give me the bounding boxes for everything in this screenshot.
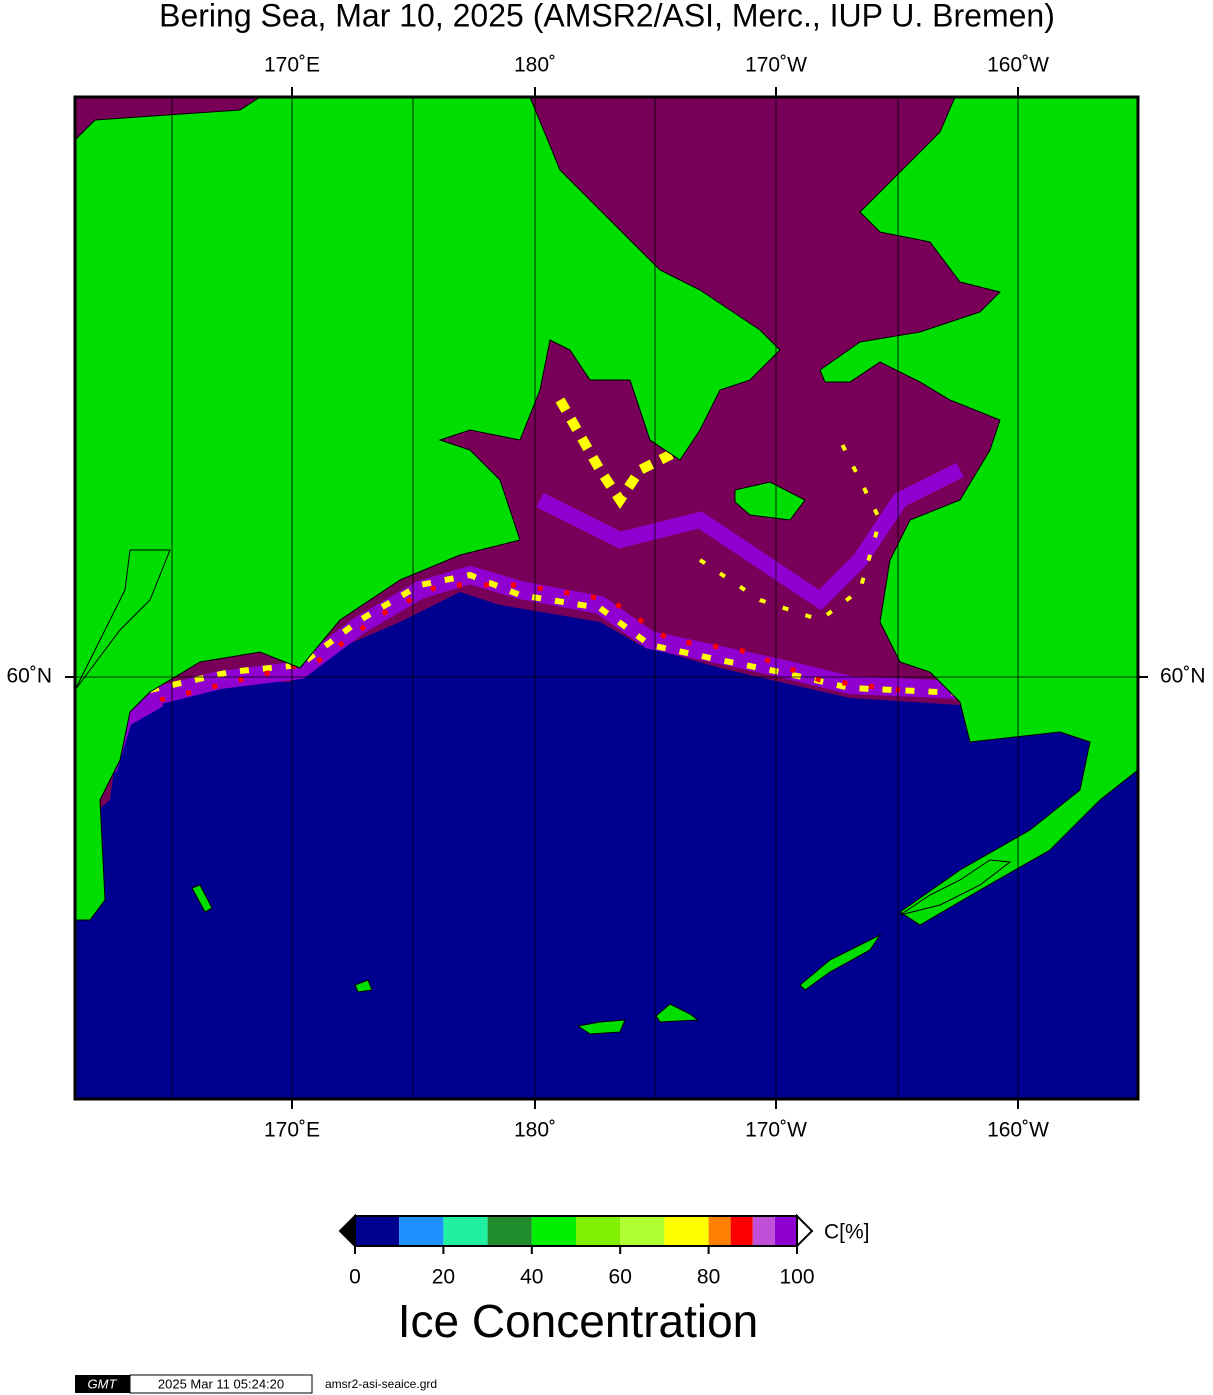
ice-patch	[536, 462, 964, 611]
logo-box	[75, 1375, 130, 1393]
lon-label: 180˚	[514, 1119, 556, 1142]
timestamp-box	[129, 1374, 313, 1394]
land	[75, 549, 171, 691]
lat-label: 60˚N	[6, 665, 52, 688]
land	[819, 97, 1138, 926]
land	[354, 979, 373, 993]
colorbar-overflow	[796, 1213, 814, 1249]
colorbar-segment	[399, 1216, 444, 1246]
land	[191, 884, 213, 913]
colorbar-segment	[708, 1216, 731, 1246]
colorbar-segment	[576, 1216, 621, 1246]
land	[655, 1003, 700, 1023]
colorbar-segment	[443, 1216, 488, 1246]
colorbar-segment	[620, 1216, 665, 1246]
timestamp: 2025 Mar 11 05:24:20	[158, 1376, 284, 1391]
title: Bering Sea, Mar 10, 2025 (AMSR2/ASI, Mer…	[159, 0, 1055, 33]
colorbar: 0 20 40 60 80 100 C[%]	[338, 1213, 870, 1289]
colorbar-segment	[355, 1216, 400, 1246]
colorbar-tick-label: 100	[779, 1266, 814, 1289]
colorbar-tick-label: 80	[697, 1266, 720, 1289]
colorbar-segment	[487, 1216, 532, 1246]
ice-edge	[159, 582, 901, 703]
lon-label: 160˚W	[987, 54, 1049, 77]
land	[75, 97, 781, 921]
colorbar-tick-label: 40	[520, 1266, 543, 1289]
lon-label: 170˚W	[745, 54, 807, 77]
logo: GMT	[88, 1376, 118, 1391]
colorbar-segment	[752, 1216, 775, 1246]
file-name: amsr2-asi-seaice.grd	[325, 1377, 437, 1391]
ice-patch	[555, 397, 683, 510]
colorbar-label: Ice Concentration	[398, 1295, 759, 1347]
footer: GMT 2025 Mar 11 05:24:20 amsr2-asi-seaic…	[75, 1374, 437, 1394]
lon-label: 170˚W	[745, 1119, 807, 1142]
lon-label: 180˚	[514, 54, 556, 77]
ice-edge	[137, 565, 961, 709]
colorbar-tick-label: 20	[432, 1266, 455, 1289]
land	[799, 933, 882, 991]
colorbar-tick-label: 0	[349, 1266, 361, 1289]
lon-label: 170˚E	[264, 1119, 320, 1142]
colorbar-underflow	[338, 1213, 356, 1249]
lon-label: 160˚W	[987, 1119, 1049, 1142]
map	[65, 87, 1148, 1109]
colorbar-segment	[730, 1216, 753, 1246]
lat-label: 60˚N	[1160, 665, 1206, 688]
colorbar-segment	[531, 1216, 576, 1246]
colorbar-unit: C[%]	[824, 1221, 870, 1244]
lon-label: 170˚E	[264, 54, 320, 77]
colorbar-segment	[774, 1216, 797, 1246]
map-frame	[73, 95, 1140, 1101]
map-labels: 170˚E 170˚E 180˚ 180˚ 170˚W 170˚W 160˚W 160˚W 60…	[6, 54, 1205, 1142]
graticule	[75, 97, 1138, 1099]
land	[734, 481, 806, 521]
colorbar-frame	[354, 1215, 798, 1247]
land	[899, 859, 1012, 916]
frame-ticks	[65, 87, 1148, 1109]
land	[576, 1019, 626, 1035]
colorbar-segment	[664, 1216, 709, 1246]
colorbar-tick-label: 60	[609, 1266, 632, 1289]
